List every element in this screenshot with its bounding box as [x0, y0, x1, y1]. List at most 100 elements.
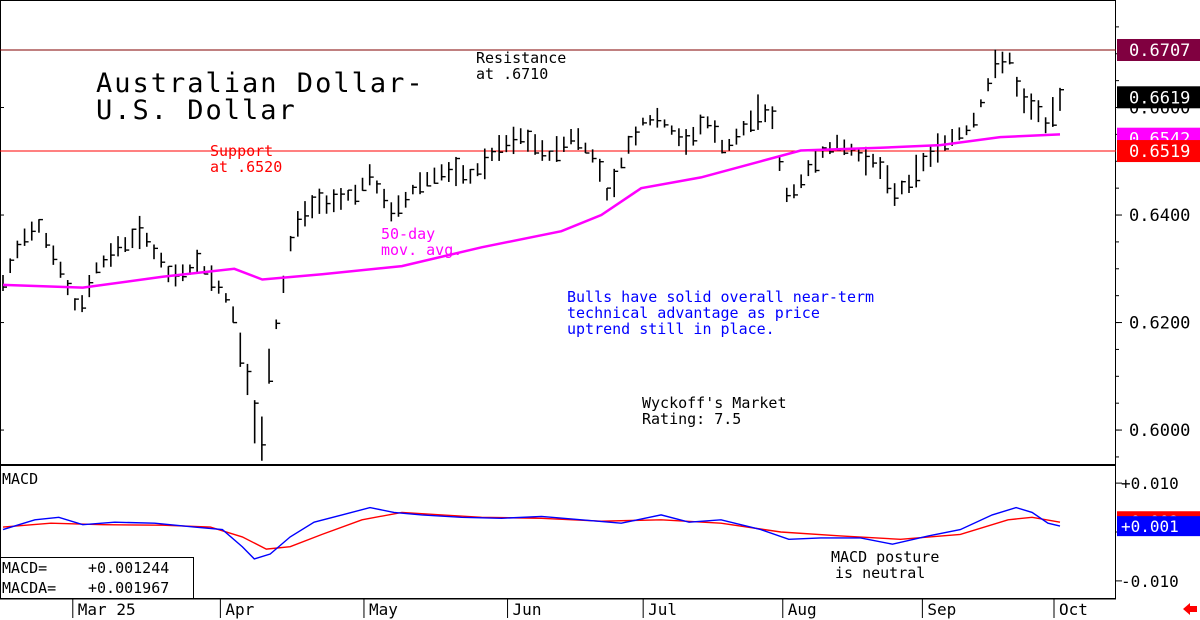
support-price-tag-label: 0.6519: [1129, 142, 1190, 162]
ohlc-bar: [1023, 88, 1029, 114]
ohlc-bar: [735, 128, 741, 145]
ohlc-bar: [670, 125, 676, 135]
y-tick-label: 0.6400: [1129, 206, 1190, 226]
ma-annotation-line-2: mov. avg.: [381, 241, 462, 259]
ohlc-bar: [757, 94, 762, 130]
ohlc-bar: [181, 264, 187, 282]
ohlc-bar: [829, 142, 834, 155]
macd-posture-line-2: is neutral: [835, 564, 925, 582]
ohlc-bar: [800, 174, 806, 189]
ohlc-bar: [512, 126, 518, 155]
ohlc-bar: [383, 188, 389, 209]
scroll-left-arrow-icon[interactable]: [1183, 603, 1197, 615]
ohlc-bar: [764, 104, 770, 123]
ohlc-bar: [570, 129, 576, 145]
ohlc-bar: [584, 142, 590, 154]
chart-title-line-2: U.S. Dollar: [96, 95, 297, 126]
ohlc-bar: [426, 172, 432, 187]
macd-tag-bg: [1117, 516, 1200, 537]
ohlc-bar: [160, 252, 166, 268]
resistance-annotation-line-1: Resistance: [476, 49, 566, 67]
ohlc-bar: [750, 110, 755, 133]
ohlc-bar: [901, 180, 906, 195]
ohlc-bar: [311, 195, 317, 219]
ohlc-bar: [857, 148, 863, 162]
ohlc-bar: [1037, 100, 1043, 123]
y-tick-label: 0.6200: [1129, 314, 1190, 334]
ohlc-bar: [980, 99, 985, 108]
ohlc-bar: [915, 154, 921, 188]
ohlc-bar: [217, 280, 223, 294]
ohlc-bar: [563, 136, 568, 152]
x-tick-label: May: [369, 600, 398, 619]
x-axis: Mar 25 Apr May Jun Jul Aug Sep Oct: [72, 599, 1088, 619]
macd-y-tick-label: -0.010: [1121, 572, 1179, 591]
ohlc-bar: [1044, 117, 1050, 134]
macd-lines: [2, 506, 1061, 560]
ohlc-bar: [110, 243, 115, 267]
ohlc-bar: [936, 133, 942, 163]
ohlc-bar: [354, 184, 360, 205]
macd-series-line-macd: [2, 506, 1061, 560]
x-tick-label: Oct: [1059, 600, 1088, 619]
ohlc-bar: [706, 116, 712, 129]
support-annotation-line-2: at .6520: [210, 158, 282, 176]
ohlc-bar: [483, 148, 489, 180]
ohlc-bar: [404, 191, 410, 208]
ohlc-bar: [45, 232, 51, 248]
ohlc-bar: [246, 363, 252, 396]
ohlc-bar: [613, 168, 619, 198]
ohlc-bar: [634, 126, 640, 146]
ohlc-bar: [318, 188, 324, 214]
last-price-tag: 0.6619: [1117, 86, 1200, 109]
ohlc-bar: [527, 129, 532, 152]
last-price-tag-label: 0.6619: [1129, 88, 1190, 108]
ohlc-bar: [153, 244, 158, 260]
ohlc-bar: [440, 164, 446, 181]
ohlc-bar: [448, 162, 453, 182]
ohlc-bar: [821, 146, 827, 158]
ohlc-bar: [1001, 51, 1007, 74]
ohlc-bar: [685, 129, 691, 155]
ohlc-bar: [289, 235, 295, 252]
ohlc-bar: [620, 157, 626, 169]
ohlc-bar: [23, 228, 29, 246]
ohlc-bar: [419, 172, 425, 195]
ohlc-bar: [908, 174, 913, 193]
ohlc-bar: [462, 165, 468, 184]
ohlc-bar: [225, 293, 230, 303]
macda-readout-value: +0.001967: [88, 579, 169, 597]
support-price-tag: 0.6519: [1117, 140, 1200, 163]
ohlc-bar: [649, 115, 655, 126]
ohlc-bar: [124, 237, 130, 253]
bulls-annotation-line-1: Bulls have solid overall near-term: [567, 288, 874, 306]
ohlc-bar: [74, 298, 79, 311]
ohlc-bar: [1008, 52, 1014, 65]
ohlc-bar: [958, 127, 964, 141]
ohlc-bar: [297, 211, 302, 237]
ohlc-bar: [59, 261, 65, 278]
price-bars: [2, 49, 1064, 461]
macd-readout-box: [0, 557, 194, 599]
ohlc-bar: [627, 135, 633, 154]
moving-average: [2, 133, 1061, 289]
ohlc-bar: [16, 240, 22, 259]
macd-panel-title: MACD: [2, 470, 38, 488]
resistance-price-tag-label: 0.6707: [1129, 41, 1190, 61]
ohlc-bar: [534, 134, 540, 155]
ohlc-bar: [505, 135, 511, 153]
ohlc-bar: [117, 236, 123, 257]
ohlc-bar: [239, 332, 245, 367]
ohlc-bar: [196, 249, 202, 273]
ohlc-bar: [253, 400, 259, 444]
ohlc-bar: [376, 180, 381, 194]
macd-y-axis: +0.010-0.010+0.002+0.001: [1116, 474, 1200, 591]
macd-tag-label: +0.001: [1121, 517, 1179, 536]
resistance-annotation-line-2: at .6710: [476, 65, 548, 83]
macd-posture-line-1: MACD posture: [831, 548, 939, 566]
support-price-tag-bg: [1117, 140, 1200, 163]
ohlc-bar: [678, 128, 683, 147]
